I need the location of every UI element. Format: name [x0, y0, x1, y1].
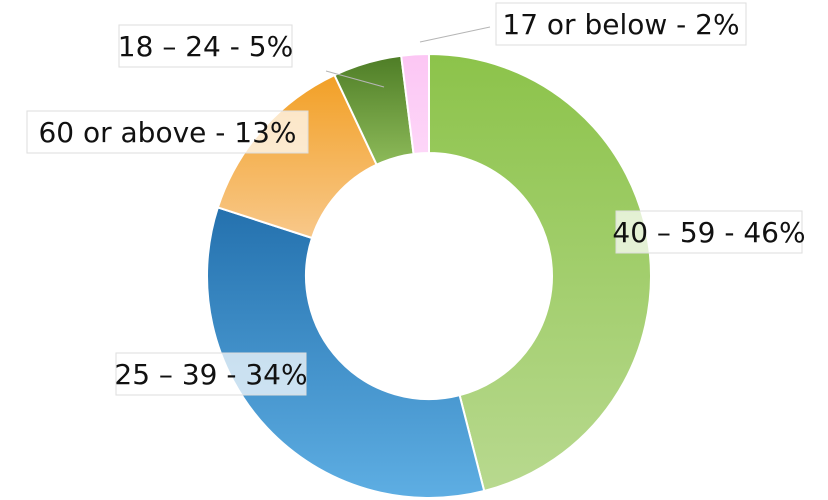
leader-line-17-or-below [419, 26, 491, 43]
slice-40-59[interactable] [428, 52, 652, 493]
data-label-box [115, 352, 307, 396]
data-label-box [26, 110, 309, 154]
leader-line-18-24 [325, 70, 385, 88]
data-label-text: 18 – 24 - 5% [118, 30, 293, 63]
data-label-17-or-below: 17 or below - 2% [495, 2, 747, 46]
data-label-box [615, 210, 803, 254]
data-label-40-59: 40 – 59 - 46% [612, 210, 806, 254]
slice-25-39[interactable] [206, 206, 486, 499]
data-label-box [118, 24, 293, 68]
slices-group [206, 52, 652, 499]
leader-lines-group [325, 26, 491, 88]
data-label-60-or-above: 60 or above - 13% [26, 110, 309, 154]
data-label-box [495, 2, 747, 46]
data-label-text: 40 – 59 - 46% [612, 216, 805, 249]
data-label-25-39: 25 – 39 - 34% [114, 352, 308, 396]
data-label-18-24: 18 – 24 - 5% [118, 24, 293, 68]
data-label-text: 25 – 39 - 34% [114, 358, 307, 391]
slice-17-or-below[interactable] [400, 52, 430, 156]
data-labels-group: 40 – 59 - 46% 25 – 39 - 34% 60 or above - … [26, 2, 806, 396]
data-label-text: 17 or below - 2% [502, 8, 739, 41]
data-label-text: 60 or above - 13% [38, 116, 296, 149]
